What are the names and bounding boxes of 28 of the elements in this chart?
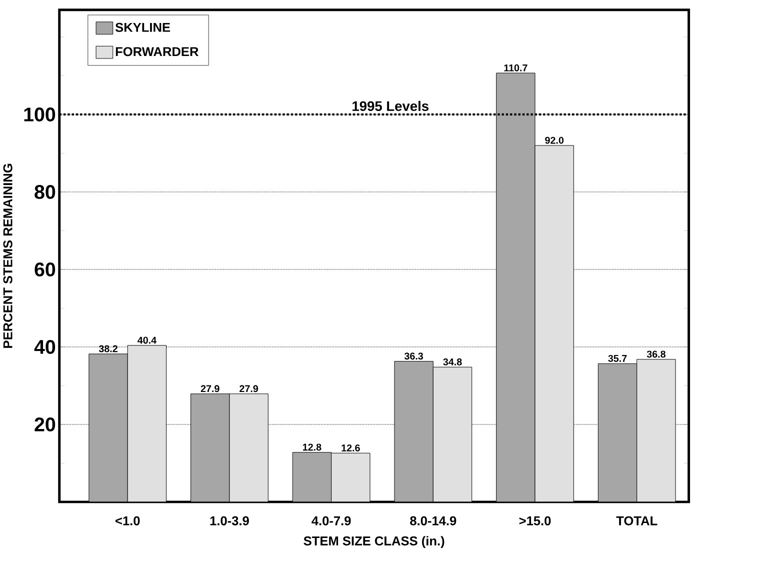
data-label: 35.7 [608, 354, 627, 362]
y-tick-label: 60 [34, 262, 56, 276]
data-label: 27.9 [240, 385, 258, 392]
data-label: 12.6 [342, 444, 360, 452]
data-label: 110.7 [504, 64, 528, 72]
ref-line-label: 1995 Levels [352, 100, 428, 111]
y-axis-title: PERCENT STEMS REMAINING [3, 164, 12, 348]
data-label: 36.3 [404, 352, 424, 360]
data-label: 34.8 [443, 358, 462, 366]
x-tick-label: 1.0-3.9 [210, 516, 249, 526]
y-tick-label: 40 [34, 340, 56, 354]
data-label: 36.8 [646, 350, 666, 358]
data-label: 38.2 [98, 345, 118, 352]
y-tick-label: 100 [24, 107, 56, 122]
data-label: 92.0 [545, 136, 564, 144]
x-tick-label: 4.0-7.9 [312, 516, 351, 526]
y-tick-label: 20 [34, 417, 56, 432]
data-label: 27.9 [200, 385, 220, 392]
x-axis-title: STEM SIZE CLASS (in.) [304, 536, 444, 548]
data-label: 40.4 [138, 336, 156, 344]
x-tick-label: >15.0 [519, 516, 551, 526]
data-label: 12.8 [303, 444, 322, 451]
y-tick-label: 80 [34, 184, 56, 199]
legend-label: FORWARDER [116, 47, 198, 56]
x-tick-label: TOTAL [616, 516, 658, 526]
x-tick-label: 8.0-14.9 [410, 516, 456, 526]
legend-label: SKYLINE [115, 22, 170, 32]
x-tick-label: <1.0 [116, 516, 140, 526]
